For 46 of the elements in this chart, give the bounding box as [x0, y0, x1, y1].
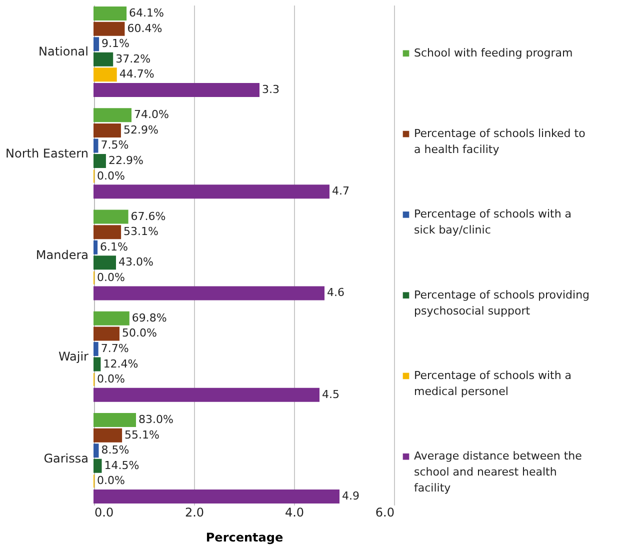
data-label: 0.0% [97, 474, 125, 488]
y-tick-label: Mandera [36, 248, 88, 262]
data-label: 7.5% [100, 138, 129, 152]
y-tick-label: Wajir [58, 350, 89, 364]
data-label: 12.4% [103, 357, 138, 370]
data-label: 50.0% [122, 326, 157, 340]
legend-label: Percentage of schools with a sick bay/clinic [414, 208, 572, 237]
x-tick-label: 0.0 [94, 506, 114, 520]
data-label: 4.5 [322, 388, 340, 401]
data-label: 0.0% [97, 270, 125, 284]
data-label: 64.1% [129, 6, 164, 20]
data-label: 8.5% [101, 444, 130, 457]
data-label: 7.7% [100, 342, 129, 355]
data-label: 43.0% [118, 256, 154, 269]
data-label: 14.5% [104, 458, 140, 472]
data-label: 0.0% [97, 169, 125, 182]
data-label: 3.3 [262, 82, 280, 96]
data-label: 4.6 [327, 286, 344, 300]
data-label: 9.1% [102, 37, 130, 50]
x-tick-label: 6.0 [375, 506, 394, 520]
x-tick-label: 2.0 [184, 506, 204, 520]
data-label: 22.9% [108, 154, 144, 168]
data-label: 67.6% [130, 210, 166, 223]
data-label: 6.1% [100, 240, 128, 254]
y-tick-label: Garissa [44, 451, 88, 466]
data-label: 53.1% [124, 225, 159, 238]
data-label: 4.7 [332, 184, 350, 198]
y-tick-label: National [38, 44, 88, 59]
data-label: 83.0% [138, 413, 174, 426]
x-tick-label: 4.0 [284, 506, 304, 520]
data-label: 44.7% [119, 68, 154, 81]
data-label: 4.9 [342, 489, 360, 502]
data-label: 52.9% [123, 123, 158, 136]
data-label: 74.0% [134, 108, 169, 122]
data-label: 60.4% [127, 22, 162, 35]
legend-label: School with feeding program [414, 46, 573, 60]
data-label: 55.1% [124, 428, 160, 442]
data-label: 37.2% [116, 52, 151, 66]
legend-label: Percentage of schools linked to a health facility [414, 127, 586, 156]
legend-label: Percentage of schools with a medical personel [414, 368, 572, 398]
legend-label: Average distance between the school and nearest health facility [414, 450, 582, 495]
data-label: 0.0% [97, 372, 125, 386]
legend-label: Percentage of schools providing psychosocial support [414, 288, 590, 318]
x-axis-title: Percentage [206, 530, 284, 544]
y-tick-label: North Eastern [6, 146, 88, 160]
data-label: 69.8% [132, 311, 167, 324]
